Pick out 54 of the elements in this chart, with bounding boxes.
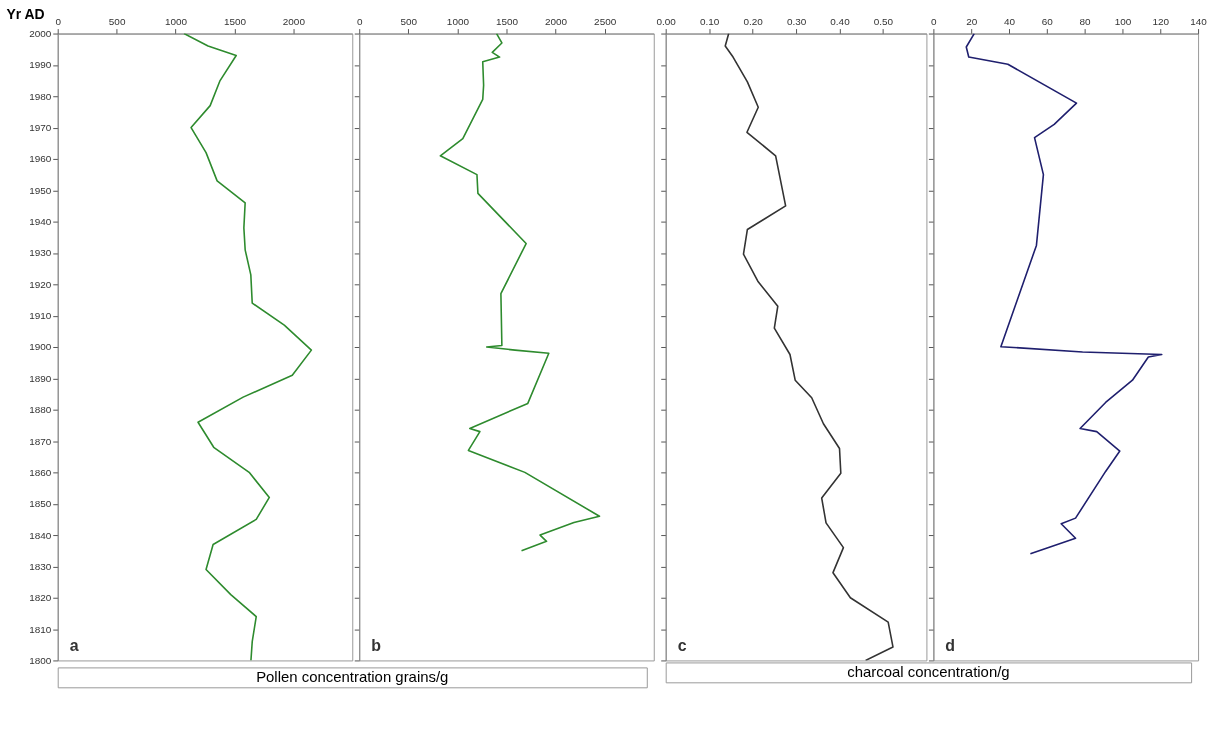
x-axis-title: Pollen concentration grains/g — [256, 668, 449, 686]
annotation: d — [945, 637, 956, 655]
x-tick-label: 0.00 — [656, 16, 677, 28]
y-tick-label: 1950 — [29, 184, 52, 196]
x-tick-label: 60 — [1041, 16, 1054, 28]
x-tick-label: 1500 — [495, 16, 519, 28]
y-tick-label: 1930 — [29, 247, 52, 259]
y-tick-label: 1990 — [29, 59, 52, 71]
x-tick-label: 100 — [1114, 16, 1132, 28]
line-series — [183, 33, 313, 661]
x-tick-label: 500 — [108, 16, 126, 28]
y-tick-label: 1800 — [29, 654, 52, 666]
y-tick-label: 2000 — [29, 28, 52, 40]
x-tick-label: 2500 — [594, 16, 617, 28]
y-tick-label: 1980 — [29, 90, 52, 102]
x-tick-label: 0.30 — [786, 16, 807, 28]
x-tick-label: 0.10 — [699, 16, 720, 28]
x-tick-label: 1000 — [446, 16, 470, 28]
x-axis-title: charcoal concentration/g — [847, 663, 1010, 681]
y-tick-label: 1860 — [29, 466, 52, 478]
y-tick-label: 1900 — [29, 341, 52, 353]
x-tick-label: 0 — [931, 16, 938, 28]
x-tick-label: 0.20 — [743, 16, 764, 28]
y-tick-label: 1810 — [29, 623, 52, 635]
x-tick-label: 2000 — [545, 16, 568, 28]
y-tick-label: 1820 — [29, 592, 52, 604]
x-tick-label: 0 — [55, 16, 62, 28]
x-tick-label: 1000 — [164, 16, 188, 28]
x-tick-label: 2000 — [282, 16, 306, 28]
x-tick-label: 0.40 — [830, 16, 851, 28]
y-axis-title: Yr AD — [6, 6, 45, 23]
x-tick-label: 140 — [1190, 16, 1208, 28]
y-tick-label: 1840 — [29, 529, 52, 541]
x-tick-label: 20 — [966, 16, 978, 28]
x-tick-label: 120 — [1152, 16, 1170, 28]
y-tick-label: 1960 — [29, 153, 52, 165]
x-tick-label: 0 — [356, 16, 363, 28]
y-tick-label: 1870 — [29, 435, 52, 447]
x-tick-label: 40 — [1003, 16, 1016, 28]
y-tick-label: 1940 — [29, 216, 52, 228]
y-tick-label: 1910 — [29, 310, 52, 322]
x-tick-label: 0.50 — [873, 16, 894, 28]
y-tick-label: 1830 — [29, 560, 52, 572]
y-tick-label: 1880 — [29, 404, 52, 416]
annotation: a — [69, 637, 79, 655]
annotation: b — [371, 637, 382, 655]
y-tick-label: 1970 — [29, 122, 52, 134]
x-tick-label: 500 — [400, 16, 418, 28]
x-tick-label: 1500 — [223, 16, 247, 28]
annotation: c — [677, 637, 687, 655]
y-tick-label: 1850 — [29, 498, 52, 510]
y-tick-label: 1890 — [29, 372, 52, 384]
x-tick-label: 80 — [1079, 16, 1092, 28]
y-tick-label: 1920 — [29, 278, 52, 290]
